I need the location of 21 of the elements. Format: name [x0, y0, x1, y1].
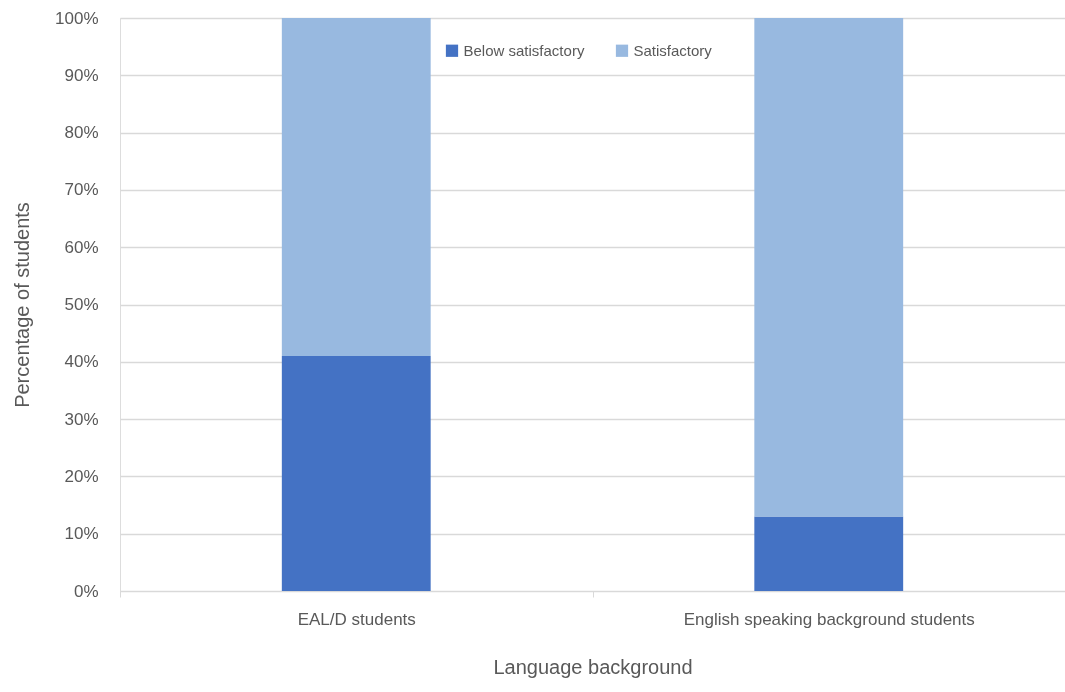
y-tick-label: 0% — [73, 581, 99, 601]
x-tick-label: English speaking background students — [683, 609, 975, 629]
legend-label: Below satisfactory — [463, 41, 585, 59]
x-axis-title: Language background — [493, 655, 693, 678]
bar — [754, 18, 904, 517]
y-tick-label: 20% — [64, 466, 99, 486]
bar — [281, 356, 431, 591]
y-tick-label: 30% — [64, 409, 99, 429]
x-tick-label: EAL/D students — [297, 609, 416, 629]
y-tick-label: 50% — [64, 295, 99, 314]
y-tick-label: 60% — [64, 237, 99, 257]
y-tick-label: 10% — [64, 524, 99, 544]
legend-label: Satisfactory — [633, 41, 713, 59]
bar — [754, 516, 904, 591]
y-tick-label: 100% — [55, 8, 99, 28]
y-tick-label: 80% — [64, 123, 99, 143]
y-tick-label: 90% — [64, 65, 99, 85]
y-tick-label: 40% — [64, 352, 99, 372]
bar — [281, 18, 431, 357]
y-axis-title: Percentage of students — [11, 202, 34, 408]
y-tick-label: 70% — [64, 180, 99, 200]
